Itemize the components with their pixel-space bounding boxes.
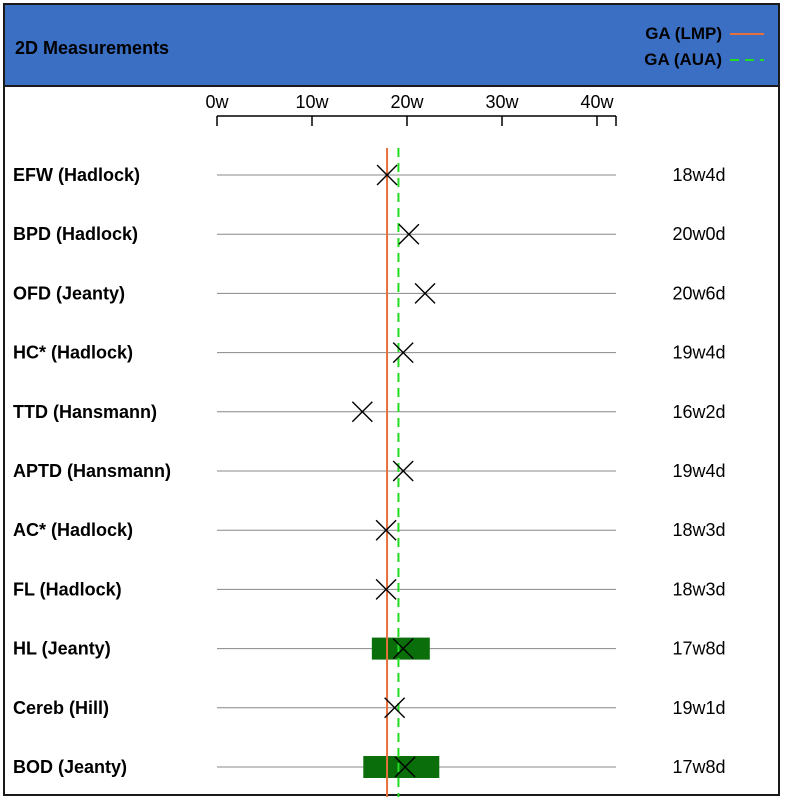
row-label: Cereb (Hill): [13, 698, 109, 718]
ga-marker: [392, 638, 414, 660]
ga-marker: [392, 342, 414, 364]
x-axis-tick-label: 0w: [205, 92, 229, 112]
row-label: OFD (Jeanty): [13, 283, 125, 303]
row-label: APTD (Hansmann): [13, 461, 171, 481]
x-axis-tick-label: 40w: [580, 92, 614, 112]
row-label: AC* (Hadlock): [13, 520, 133, 540]
row-value: 17w8d: [672, 757, 725, 777]
row-value: 20w6d: [672, 283, 725, 303]
legend-label-lmp: GA (LMP): [645, 24, 722, 43]
row-value: 18w3d: [672, 520, 725, 540]
row-label: HL (Jeanty): [13, 639, 111, 659]
row-value: 18w3d: [672, 579, 725, 599]
legend-item-lmp: GA (LMP): [645, 23, 764, 45]
ga-marker: [351, 401, 373, 423]
row-value: 19w4d: [672, 343, 725, 363]
x-axis-tick-label: 10w: [295, 92, 329, 112]
ga-marker: [384, 697, 406, 719]
chart-frame: 2D Measurements GA (LMP) GA (AUA): [3, 3, 780, 796]
row-value: 18w4d: [672, 165, 725, 185]
row-label: HC* (Hadlock): [13, 343, 133, 363]
chart-title: 2D Measurements: [15, 38, 170, 58]
chart-header: 2D Measurements GA (LMP) GA (AUA): [5, 5, 778, 87]
row-value: 19w1d: [672, 698, 725, 718]
row-value: 16w2d: [672, 402, 725, 422]
row-label: BOD (Jeanty): [13, 757, 127, 777]
ga-marker: [375, 578, 397, 600]
row-label: BPD (Hadlock): [13, 224, 138, 244]
row-label: TTD (Hansmann): [13, 402, 157, 422]
ga-marker: [394, 756, 416, 778]
range-bar: [371, 637, 430, 660]
legend-swatch-aua: [730, 59, 764, 61]
legend-swatch-lmp: [730, 33, 764, 35]
range-bar: [363, 756, 440, 778]
row-label: FL (Hadlock): [13, 579, 122, 599]
row-value: 20w0d: [672, 224, 725, 244]
row-label: EFW (Hadlock): [13, 165, 140, 185]
ga-marker: [398, 223, 420, 245]
ga-marker: [392, 460, 414, 482]
row-value: 19w4d: [672, 461, 725, 481]
row-value: 17w8d: [672, 639, 725, 659]
ga-marker: [414, 282, 436, 304]
x-axis-tick-label: 20w: [390, 92, 424, 112]
ga-marker: [375, 519, 397, 541]
legend-item-aua: GA (AUA): [644, 49, 764, 71]
ga-marker: [376, 164, 398, 186]
legend-label-aua: GA (AUA): [644, 50, 722, 69]
x-axis-tick-label: 30w: [485, 92, 519, 112]
